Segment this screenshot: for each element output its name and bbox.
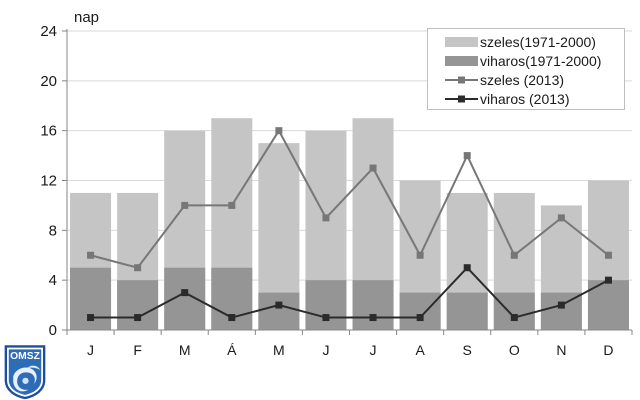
legend-bar-swatch: [445, 55, 478, 66]
marker-viharos-2013: [275, 301, 283, 309]
logo-wave-swirl: [13, 367, 37, 392]
bar-viharos-climate: [352, 280, 394, 330]
x-tick-label: J: [370, 342, 377, 358]
marker-szeles-2013: [87, 251, 95, 259]
y-tick-label: 0: [49, 322, 57, 339]
marker-viharos-2013: [557, 301, 565, 309]
legend-line-swatch: [445, 95, 478, 102]
line-szeles-2013: [90, 128, 610, 269]
marker-szeles-2013: [322, 214, 330, 222]
legend-label: szeles (2013): [480, 71, 565, 88]
legend-item-2: szeles (2013): [428, 70, 624, 89]
marker-viharos-2013: [463, 264, 471, 272]
marker-szeles-2013: [181, 201, 189, 209]
marker-szeles-2013: [557, 214, 565, 222]
marker-szeles-2013: [134, 264, 142, 272]
x-tick-label: F: [133, 342, 142, 358]
legend-item-0: szeles(1971-2000): [428, 32, 624, 51]
legend-line-swatch: [445, 76, 478, 83]
legend-label: viharos (2013): [480, 90, 570, 107]
x-tick-label: M: [273, 342, 285, 358]
marker-viharos-2013: [181, 289, 189, 297]
x-tick-label: J: [87, 342, 94, 358]
logo-wave-crest: [26, 365, 41, 371]
y-tick-label: 12: [40, 173, 57, 190]
marker-viharos-2013: [369, 314, 377, 322]
legend-bar-swatch: [445, 36, 478, 47]
y-tick-label: 4: [49, 272, 57, 289]
line-viharos-2013: [90, 266, 609, 319]
legend-item-3: viharos (2013): [428, 89, 624, 108]
legend-label: viharos(1971-2000): [480, 52, 602, 69]
chart-legend: szeles(1971-2000) viharos(1971-2000) szele…: [427, 28, 625, 110]
logo-text: OMSZ: [10, 351, 40, 362]
marker-szeles-2013: [463, 152, 471, 160]
bar-viharos-climate: [258, 292, 300, 330]
x-tick-label: S: [463, 342, 472, 358]
bar-viharos-climate: [399, 292, 441, 330]
marker-viharos-2013: [604, 276, 612, 284]
marker-szeles-2013: [228, 201, 236, 209]
x-tick-label: O: [509, 342, 520, 358]
marker-szeles-2013: [510, 251, 518, 259]
x-tick-label: J: [322, 342, 329, 358]
marker-viharos-2013: [87, 314, 95, 322]
marker-szeles-2013: [416, 251, 424, 259]
y-tick-label: 16: [40, 123, 57, 140]
marker-viharos-2013: [510, 314, 518, 322]
marker-viharos-2013: [228, 314, 236, 322]
legend-item-1: viharos(1971-2000): [428, 51, 624, 70]
marker-viharos-2013: [322, 314, 330, 322]
bar-viharos-climate: [446, 292, 488, 330]
y-axis-title: nap: [74, 9, 100, 26]
y-tick-label: 24: [40, 23, 57, 40]
bar-viharos-climate: [305, 280, 347, 330]
omsz-logo: OMSZ: [3, 344, 47, 400]
marker-viharos-2013: [134, 314, 142, 322]
bar-viharos-climate: [493, 292, 535, 330]
x-tick-label: Á: [227, 342, 237, 358]
bar-viharos-climate: [164, 267, 206, 330]
y-tick-label: 20: [40, 73, 57, 90]
x-tick-label: N: [556, 342, 566, 358]
marker-szeles-2013: [275, 127, 283, 135]
logo-swirl-center: [22, 377, 29, 384]
marker-szeles-2013: [369, 164, 377, 172]
bar-viharos-climate: [117, 280, 159, 330]
x-tick-label: D: [603, 342, 613, 358]
legend-label: szeles(1971-2000): [480, 33, 596, 50]
y-tick-label: 8: [49, 222, 57, 239]
x-tick-label: A: [415, 342, 425, 358]
marker-viharos-2013: [416, 314, 424, 322]
marker-szeles-2013: [604, 251, 612, 259]
omsz-logo-shield: OMSZ: [4, 345, 46, 400]
x-tick-label: M: [179, 342, 191, 358]
